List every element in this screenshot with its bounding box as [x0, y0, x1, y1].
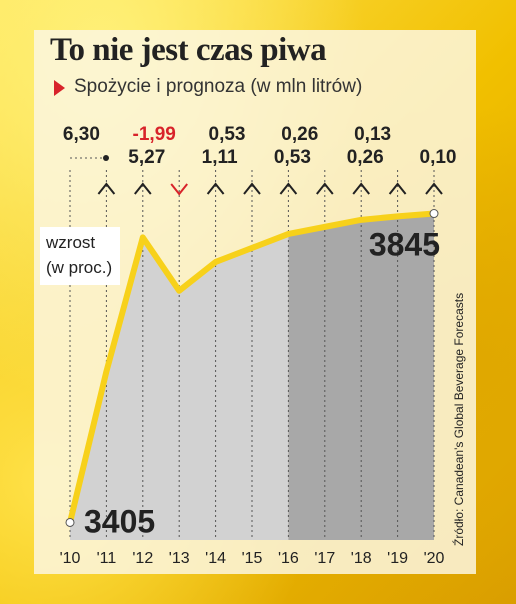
arrow-up-icon [243, 182, 261, 195]
start-point [65, 517, 75, 527]
triangle-bullet-icon [54, 80, 65, 96]
x-tick-label: '12 [132, 550, 153, 567]
arrow-up-icon [352, 182, 370, 195]
x-tick-labels: '10 '11 '12 '13 '14 '15 '16 '17 '18 '19 '20 [60, 550, 445, 567]
x-tick-label: '13 [169, 550, 190, 567]
arrow-up-icon [206, 182, 225, 195]
growth-label: 0,53 [274, 147, 311, 168]
growth-label: 0,26 [347, 147, 384, 168]
growth-label: 6,30 [63, 124, 100, 145]
arrow-up-icon [279, 182, 298, 195]
arrow-down-icon [170, 183, 188, 196]
value-label-first: 3405 [84, 503, 155, 539]
growth-label: 5,27 [128, 147, 165, 168]
x-tick-label: '11 [97, 550, 117, 567]
x-tick-label: '18 [351, 550, 372, 567]
page-title: To nie jest czas piwa [50, 32, 327, 68]
x-tick-label: '16 [278, 550, 299, 567]
grid-group [69, 155, 435, 540]
line-group [65, 209, 439, 527]
arrow-up-icon [134, 182, 152, 195]
x-tick-label: '19 [387, 550, 408, 567]
growth-label: 1,11 [202, 147, 238, 168]
legend-box-bg [40, 227, 120, 285]
growth-label: -1,99 [133, 124, 176, 145]
arrow-up-icon [316, 182, 334, 195]
growth-label: 0,26 [281, 124, 318, 145]
growth-label: 0,10 [420, 147, 457, 168]
growth-labels: 6,305,27-1,991,110,530,530,260,260,130,1… [63, 124, 457, 168]
growth-connector-dot [103, 155, 109, 161]
growth-arrows [97, 182, 443, 196]
subtitle: Spożycie i prognoza (w mln litrów) [74, 76, 363, 97]
growth-label: 0,53 [209, 124, 246, 145]
value-labels: 3405 3845 [84, 227, 440, 540]
arrow-up-icon [97, 182, 116, 195]
x-tick-label: '10 [60, 550, 81, 567]
x-tick-label: '17 [314, 550, 335, 567]
arrow-up-icon [425, 182, 443, 195]
arrow-up-icon [388, 182, 407, 195]
growth-label: 0,13 [354, 124, 391, 145]
legend-label-line1: wzrost [45, 233, 95, 252]
x-tick-label: '14 [205, 550, 226, 567]
source-note: Źródło: Canadean's Global Beverage Forec… [452, 292, 466, 546]
x-tick-label: '20 [424, 550, 445, 567]
value-label-last: 3845 [369, 227, 440, 263]
legend-label-line2: (w proc.) [46, 258, 112, 277]
series-line [67, 210, 437, 526]
legend-box: wzrost (w proc.) [40, 227, 120, 285]
end-point [429, 209, 439, 219]
x-tick-label: '15 [242, 550, 263, 567]
